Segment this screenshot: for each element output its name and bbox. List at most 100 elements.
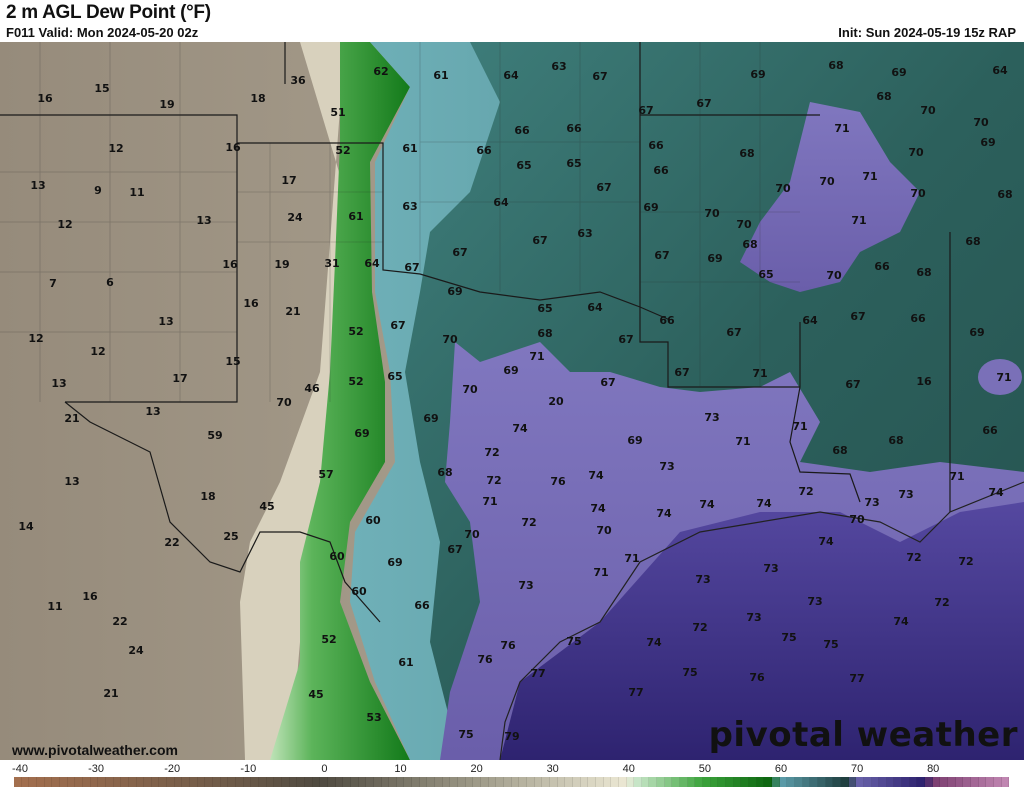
dew-point-value: 67 <box>845 378 860 391</box>
dew-point-value: 63 <box>577 227 592 240</box>
dew-point-value: 74 <box>893 615 909 628</box>
dew-point-value: 70 <box>442 333 458 346</box>
dew-point-value: 22 <box>164 536 179 549</box>
dew-point-value: 19 <box>274 258 289 271</box>
dew-point-value: 70 <box>908 146 924 159</box>
dew-point-value: 71 <box>792 420 807 433</box>
dew-point-value: 68 <box>828 59 843 72</box>
dew-point-value: 31 <box>324 257 339 270</box>
website-url[interactable]: www.pivotalweather.com <box>12 742 178 758</box>
dew-point-value: 66 <box>653 164 669 177</box>
colorbar-swatch <box>794 777 803 787</box>
colorbar-swatch <box>14 777 22 787</box>
colorbar-tick-label: 30 <box>546 763 559 775</box>
colorbar-swatch <box>863 777 872 787</box>
dew-point-value: 16 <box>37 92 53 105</box>
colorbar-swatch <box>144 777 152 787</box>
dew-point-value: 59 <box>207 429 222 442</box>
colorbar-swatch <box>496 777 504 787</box>
dew-point-value: 74 <box>988 486 1004 499</box>
dew-point-value: 53 <box>366 711 381 724</box>
dew-point-value: 64 <box>493 196 509 209</box>
colorbar-tick-label: 70 <box>850 763 864 775</box>
dew-point-value: 13 <box>51 377 66 390</box>
colorbar-swatch <box>779 777 788 787</box>
dew-point-value: 73 <box>518 579 533 592</box>
colorbar-swatch <box>419 777 428 787</box>
colorbar-swatch <box>726 777 734 787</box>
dew-point-value: 67 <box>654 249 669 262</box>
map-title: 2 m AGL Dew Point (°F) <box>6 2 211 23</box>
dew-point-value: 57 <box>318 468 333 481</box>
colorbar-swatch <box>710 777 719 787</box>
colorbar-swatch <box>243 777 252 787</box>
colorbar-swatch <box>978 777 987 787</box>
colorbar-tick-label: 20 <box>470 763 483 775</box>
dew-point-value: 9 <box>94 184 102 197</box>
dew-point-value: 67 <box>592 70 607 83</box>
colorbar-swatch <box>986 777 994 787</box>
dew-point-value: 73 <box>763 562 778 575</box>
dew-point-value: 65 <box>758 268 773 281</box>
dew-point-value: 70 <box>462 383 478 396</box>
dew-point-value: 76 <box>749 671 765 684</box>
colorbar-swatch <box>504 777 512 787</box>
colorbar-tick-label: -20 <box>164 763 181 775</box>
colorbar-swatch <box>940 777 949 787</box>
dew-point-value: 61 <box>398 656 413 669</box>
dew-point-value: 73 <box>704 411 719 424</box>
colorbar-swatch <box>389 777 397 787</box>
colorbar-tick-label: 0 <box>321 763 328 775</box>
colorbar-swatch <box>511 777 520 787</box>
dew-point-value: 68 <box>739 147 754 160</box>
colorbar-swatch <box>182 777 191 787</box>
colorbar-swatch <box>680 777 688 787</box>
dew-point-value: 77 <box>628 686 643 699</box>
dew-point-value: 6 <box>106 276 114 289</box>
colorbar-swatch <box>350 777 359 787</box>
colorbar-swatch <box>312 777 321 787</box>
colorbar-swatch <box>557 777 566 787</box>
dew-point-value: 77 <box>530 667 545 680</box>
dew-point-value: 66 <box>874 260 890 273</box>
colorbar-swatch <box>664 777 673 787</box>
dew-point-value: 65 <box>387 370 402 383</box>
county-grid <box>0 42 800 402</box>
colorbar-swatch <box>404 777 413 787</box>
colorbar-swatch <box>611 777 619 787</box>
colorbar-swatch <box>603 777 612 787</box>
dew-point-value: 71 <box>735 435 750 448</box>
colorbar-swatch <box>879 777 887 787</box>
dew-point-value: 12 <box>108 142 123 155</box>
colorbar-swatch <box>190 777 198 787</box>
colorbar-swatch <box>167 777 175 787</box>
dew-point-value: 71 <box>851 214 866 227</box>
colorbar-swatch <box>848 777 857 787</box>
dew-point-value: 66 <box>566 122 582 135</box>
dew-point-value: 36 <box>290 74 306 87</box>
colorbar-swatch <box>213 777 221 787</box>
colorbar-swatch <box>442 777 451 787</box>
colorbar-swatch <box>963 777 972 787</box>
dew-point-value: 12 <box>28 332 43 345</box>
dew-point-value: 61 <box>348 210 363 223</box>
colorbar-swatch <box>450 777 459 787</box>
colorbar-swatches <box>14 777 1010 787</box>
dew-point-value: 70 <box>920 104 936 117</box>
colorbar-swatch <box>304 777 313 787</box>
dew-point-value: 52 <box>335 144 350 157</box>
dew-point-value: 16 <box>82 590 98 603</box>
dew-point-value: 17 <box>172 372 187 385</box>
colorbar-swatch <box>917 777 926 787</box>
colorbar-swatch <box>588 777 596 787</box>
dew-point-value: 24 <box>287 211 303 224</box>
dew-point-value: 66 <box>910 312 926 325</box>
dew-point-value: 69 <box>750 68 765 81</box>
colorbar-swatch <box>833 777 841 787</box>
colorbar-swatch <box>909 777 918 787</box>
colorbar-swatch <box>228 777 237 787</box>
colorbar-swatch <box>534 777 543 787</box>
dew-point-value: 66 <box>648 139 664 152</box>
dew-point-value: 60 <box>351 585 367 598</box>
dew-point-value: 79 <box>504 730 519 743</box>
